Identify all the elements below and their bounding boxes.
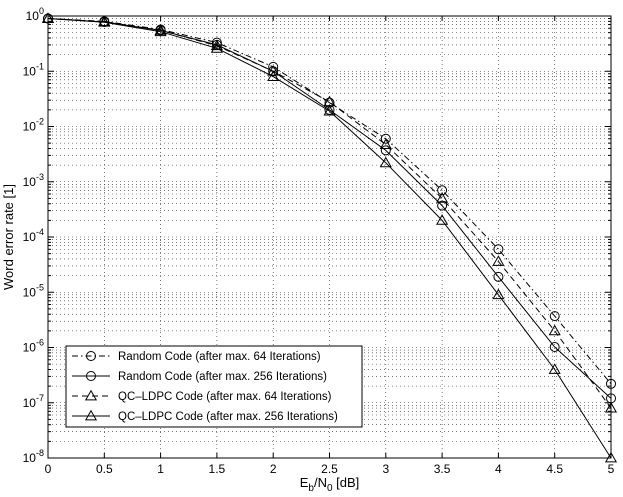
legend: Random Code (after max. 64 Iterations) Ra… [65, 345, 363, 428]
data-point-triangle [84, 389, 98, 401]
data-point-circle [437, 200, 448, 211]
data-point-circle [493, 271, 504, 282]
data-point-triangle [436, 192, 449, 203]
data-point-circle [380, 133, 391, 144]
data-point-triangle [548, 363, 561, 374]
data-point-circle [86, 351, 96, 361]
x-tick-label: 3 [382, 462, 389, 476]
data-point-triangle [379, 138, 392, 150]
y-tick-label: 10-6 [23, 338, 44, 355]
y-tick-label: 10-5 [23, 282, 44, 299]
series-line-4 [48, 18, 611, 458]
x-tick-label: 0 [45, 462, 52, 476]
x-tick-label: 1 [157, 462, 164, 476]
y-tick-label: 10-7 [23, 393, 44, 410]
legend-entry: Random Code (after max. 64 Iterations) [72, 351, 321, 363]
data-point-circle [549, 342, 560, 353]
data-point-circle [549, 311, 560, 322]
x-tick-label: 1.5 [209, 462, 226, 476]
x-tick-label: 2.5 [321, 462, 338, 476]
x-tick-label: 4.5 [546, 462, 563, 476]
series-layer [48, 18, 611, 458]
axis-ticks [47, 15, 612, 459]
data-point-circle [324, 97, 335, 108]
data-point-triangle [323, 104, 336, 116]
y-tick-labels: 100 10-1 10-2 10-3 10-4 10-5 10-6 10-7 10-8 [23, 6, 44, 465]
legend-entry: Random Code (after max. 256 Iterations) [72, 371, 327, 383]
legend-label: Random Code (after max. 256 Iterations) [118, 371, 327, 383]
x-tick-label: 5 [608, 462, 615, 476]
series-line-1 [48, 18, 611, 385]
y-tick-label: 10-4 [23, 227, 44, 244]
y-tick-label: 10-8 [23, 448, 44, 465]
legend-box [65, 345, 363, 428]
data-point-triangle [267, 70, 280, 82]
legend-entry: QC–LDPC Code (after max. 64 Iterations) [72, 389, 332, 403]
legend-label: QC–LDPC Code (after max. 64 Iterations) [118, 391, 332, 403]
y-axis-label: Word error rate [1] [1, 184, 16, 290]
data-point-triangle [436, 214, 449, 225]
data-point-circle [437, 185, 448, 196]
y-tick-label: 10-1 [23, 61, 44, 78]
data-point-circle [86, 371, 96, 381]
x-axis-label: Eb/N0 [dB] [300, 475, 360, 494]
y-tick-label: 10-3 [23, 172, 44, 189]
series-line-3 [48, 18, 611, 409]
data-point-triangle [98, 16, 111, 27]
legend-label: Random Code (after max. 64 Iterations) [118, 351, 321, 363]
series-markers-4 [41, 12, 618, 463]
data-point-circle [380, 145, 391, 156]
data-point-triangle [548, 324, 561, 336]
x-tick-label: 0.5 [96, 462, 113, 476]
legend-entry: QC–LDPC Code (after max. 256 Iterations) [72, 409, 338, 423]
y-tick-label: 100 [26, 6, 44, 23]
data-point-triangle [210, 42, 223, 53]
data-point-triangle [267, 65, 280, 76]
data-point-triangle [154, 24, 167, 35]
data-point-circle [493, 244, 504, 255]
data-point-triangle [84, 409, 98, 421]
data-point-triangle [154, 25, 167, 37]
y-tick-label: 10-2 [23, 117, 44, 134]
x-tick-label: 3.5 [434, 462, 451, 476]
data-point-triangle [210, 39, 223, 51]
data-point-triangle [492, 255, 505, 266]
data-point-triangle [604, 451, 618, 463]
x-tick-labels: 0 0.5 1 1.5 2 2.5 3 3.5 4 4.5 5 [45, 462, 615, 476]
x-tick-label: 2 [270, 462, 277, 476]
data-point-circle [211, 37, 222, 48]
data-point-triangle [492, 288, 505, 300]
legend-label: QC–LDPC Code (after max. 256 Iterations) [118, 411, 338, 423]
data-point-triangle [379, 156, 392, 168]
x-tick-label: 4 [495, 462, 502, 476]
